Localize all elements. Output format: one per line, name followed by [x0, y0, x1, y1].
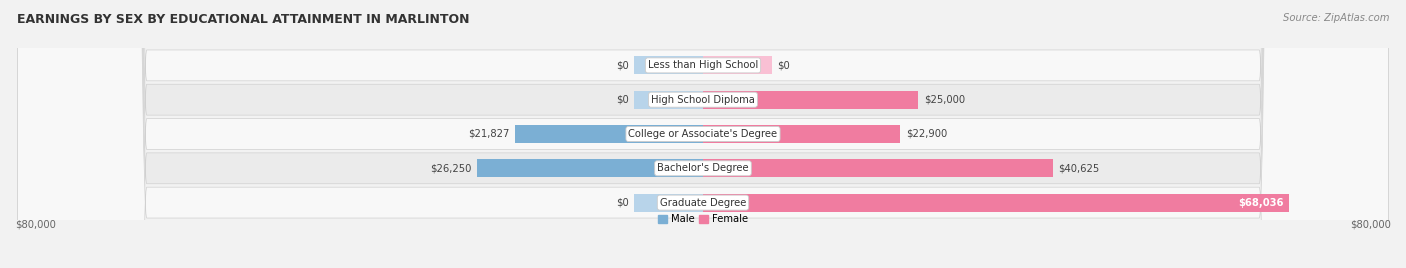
FancyBboxPatch shape	[17, 0, 1389, 268]
Text: $80,000: $80,000	[15, 220, 56, 230]
Text: $0: $0	[616, 60, 628, 70]
Text: $80,000: $80,000	[1350, 220, 1391, 230]
FancyBboxPatch shape	[17, 0, 1389, 268]
Text: EARNINGS BY SEX BY EDUCATIONAL ATTAINMENT IN MARLINTON: EARNINGS BY SEX BY EDUCATIONAL ATTAINMEN…	[17, 13, 470, 27]
Text: $40,625: $40,625	[1059, 163, 1099, 173]
Text: $0: $0	[616, 198, 628, 208]
Bar	[634, 194, 703, 211]
Bar	[634, 91, 703, 109]
Text: $26,250: $26,250	[430, 163, 471, 173]
FancyBboxPatch shape	[17, 0, 1389, 268]
FancyBboxPatch shape	[17, 0, 1389, 268]
Bar	[634, 57, 703, 74]
Text: $0: $0	[616, 95, 628, 105]
Text: Less than High School: Less than High School	[648, 60, 758, 70]
Text: $0: $0	[778, 60, 790, 70]
Text: Source: ZipAtlas.com: Source: ZipAtlas.com	[1282, 13, 1389, 23]
Bar	[477, 159, 703, 177]
Text: $68,036: $68,036	[1237, 198, 1284, 208]
Bar	[703, 194, 1289, 211]
Text: Bachelor's Degree: Bachelor's Degree	[657, 163, 749, 173]
Bar	[703, 91, 918, 109]
Text: $21,827: $21,827	[468, 129, 509, 139]
Text: High School Diploma: High School Diploma	[651, 95, 755, 105]
Bar	[703, 125, 900, 143]
Bar	[703, 57, 772, 74]
Text: College or Associate's Degree: College or Associate's Degree	[628, 129, 778, 139]
Text: $25,000: $25,000	[924, 95, 965, 105]
Bar	[515, 125, 703, 143]
Bar	[703, 159, 1053, 177]
Text: Graduate Degree: Graduate Degree	[659, 198, 747, 208]
Text: $22,900: $22,900	[905, 129, 948, 139]
Legend: Male, Female: Male, Female	[654, 210, 752, 229]
FancyBboxPatch shape	[17, 0, 1389, 268]
